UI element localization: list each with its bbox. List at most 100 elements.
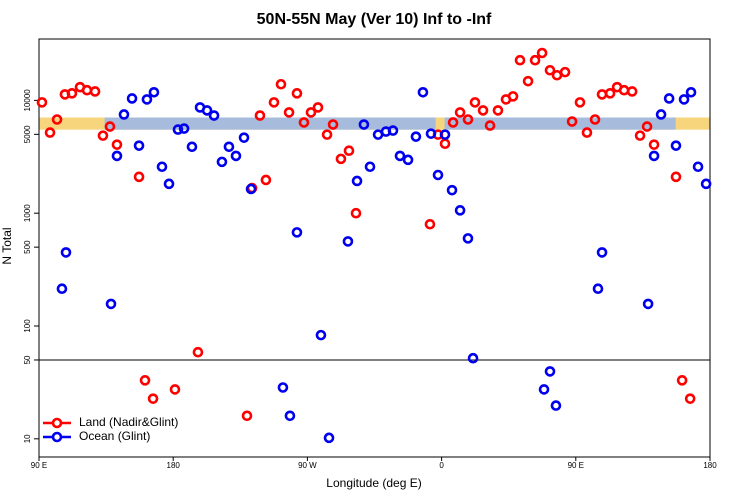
point: [254, 110, 266, 121]
point: [315, 329, 327, 341]
point: [469, 97, 481, 108]
point: [424, 218, 436, 230]
point: [684, 393, 696, 404]
point: [484, 120, 496, 131]
legend-marker: [51, 417, 63, 429]
y-axis-label: N Total: [0, 227, 14, 264]
point: [648, 139, 660, 150]
point: [417, 86, 429, 98]
point: [268, 97, 280, 108]
point: [230, 150, 242, 162]
y-tick-label: 100: [23, 319, 32, 333]
point: [529, 54, 541, 66]
y-tick-label: 500: [23, 240, 32, 254]
point: [133, 140, 145, 151]
point: [544, 366, 556, 377]
point: [538, 384, 550, 395]
point: [192, 346, 204, 358]
point: [118, 109, 130, 120]
point: [291, 88, 303, 99]
legend-marker: [51, 431, 63, 443]
point: [676, 375, 688, 386]
point: [260, 174, 272, 186]
point: [618, 84, 630, 96]
point: [139, 375, 151, 386]
point: [439, 129, 451, 140]
point: [364, 161, 376, 173]
point: [81, 84, 93, 96]
point: [522, 75, 534, 87]
point: [358, 119, 370, 130]
point: [147, 393, 159, 404]
x-tick-label: 180: [167, 461, 181, 470]
point: [104, 121, 116, 132]
point: [283, 107, 295, 118]
x-tick-label: 90 E: [568, 461, 584, 470]
point: [559, 66, 571, 78]
point: [350, 207, 362, 219]
point: [670, 171, 682, 183]
point: [566, 116, 578, 127]
point: [454, 205, 466, 216]
point: [648, 150, 660, 162]
point: [634, 130, 646, 141]
plot-frame: [38, 38, 711, 458]
y-tick-label: 5000: [23, 125, 32, 143]
point: [592, 283, 604, 295]
y-tick-label: 1000: [23, 204, 32, 222]
point: [312, 102, 324, 113]
point: [277, 382, 289, 393]
x-axis-label: Longitude (deg E): [326, 476, 421, 490]
x-tick-label: 180: [703, 461, 717, 470]
point: [208, 110, 220, 121]
point: [245, 183, 257, 195]
point: [432, 169, 444, 181]
point: [670, 140, 682, 151]
point: [284, 410, 296, 422]
point: [544, 64, 556, 76]
point: [678, 94, 690, 105]
point: [387, 125, 399, 136]
point: [335, 153, 347, 165]
point: [44, 127, 56, 138]
point: [51, 114, 63, 125]
point: [111, 150, 123, 162]
point: [97, 130, 109, 141]
point: [342, 236, 354, 247]
point: [462, 114, 474, 125]
point: [178, 123, 190, 134]
point: [105, 298, 117, 310]
point: [321, 129, 333, 140]
point: [596, 89, 608, 100]
point: [626, 86, 638, 97]
point: [454, 107, 466, 118]
point: [641, 121, 653, 132]
point: [589, 114, 601, 125]
point: [216, 156, 228, 168]
point: [447, 117, 459, 128]
point: [169, 384, 181, 395]
point: [574, 97, 586, 108]
point: [126, 93, 138, 104]
legend-label: Ocean (Glint): [79, 429, 150, 443]
point: [156, 161, 168, 173]
point: [425, 128, 437, 139]
point: [111, 139, 123, 150]
point: [402, 154, 414, 166]
point: [163, 178, 175, 190]
point: [536, 47, 548, 59]
point: [663, 93, 675, 104]
point: [186, 141, 198, 153]
point: [655, 109, 667, 120]
point: [642, 298, 654, 310]
y-tick-label: 10: [23, 434, 32, 443]
point: [410, 131, 422, 142]
point: [467, 352, 479, 364]
point: [439, 138, 451, 150]
point: [60, 247, 72, 258]
point: [223, 141, 235, 153]
point: [685, 86, 697, 98]
point: [492, 105, 504, 116]
band: [444, 117, 676, 130]
y-tick-label: 10000: [23, 89, 32, 112]
